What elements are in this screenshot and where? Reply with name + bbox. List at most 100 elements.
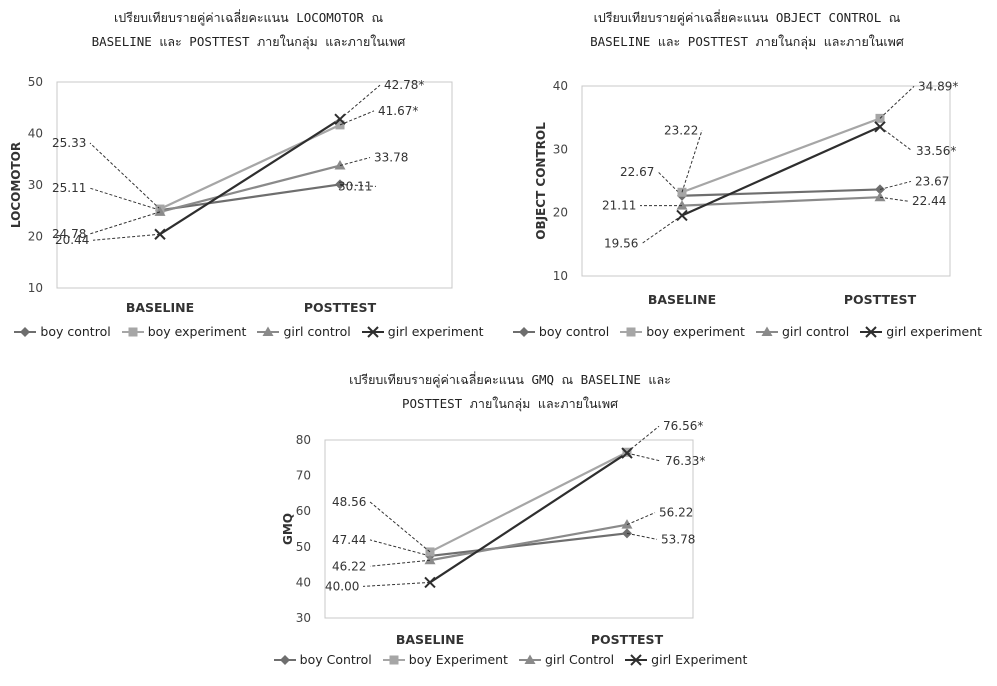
data-label: 33.78	[374, 151, 408, 165]
legend-label: boy Control	[299, 652, 372, 667]
y-tick-label: 50	[28, 75, 43, 89]
x-tick-label-baseline: BASELINE	[648, 292, 716, 307]
y-tick-label: 10	[28, 281, 43, 295]
y-tick-label: 20	[553, 206, 568, 220]
plot-area	[56, 81, 453, 289]
chart-plot: 10 20 30 40 OBJECT CONTROL BASELINE POSTTEST 22…	[534, 79, 958, 307]
y-tick-label: 50	[296, 540, 311, 554]
legend-item-girl-experiment: girl Experiment	[624, 652, 747, 667]
y-axis-label: OBJECT CONTROL	[534, 122, 548, 240]
legend-marker-icon	[389, 655, 399, 664]
data-label: 23.22	[664, 123, 698, 137]
series-girl-control	[429, 523, 628, 562]
series-boy-experiment	[429, 451, 628, 553]
series-points-boy-control: 22.67 23.67	[620, 165, 949, 201]
legend-item-boy-control: boy Control	[273, 652, 372, 667]
series-line	[681, 117, 881, 194]
data-point	[154, 206, 166, 216]
legend-item-girl-control: girl control	[256, 324, 351, 339]
data-label: 48.56	[332, 495, 366, 509]
chart-plot: 30 40 50 60 70 80 GMQ BASELINE POSTTEST 47.44 53.7…	[281, 419, 705, 647]
series-points-boy-experiment: 23.22 34.89*	[664, 79, 958, 197]
chart-title-line-1: เปรียบเทียบรายคู่ค่าเฉลี่ยคะแนน GMQ ณ BA…	[349, 372, 671, 387]
legend-marker-icon	[20, 326, 31, 337]
y-axis-label: LOCOMOTOR	[9, 142, 23, 228]
label-leader-line	[369, 559, 431, 567]
chart-title-line-1: เปรียบเทียบรายคู่ค่าเฉลี่ยคะแนน LOCOMOTO…	[113, 10, 384, 25]
series-boy-control	[681, 188, 881, 197]
data-label: 34.89*	[918, 79, 958, 93]
chart-title-line-2: POSTTEST ภายในกลุ่ม และภายในเพศ	[401, 396, 619, 411]
legend-item-girl-experiment: girl experiment	[361, 324, 484, 339]
legend-item-girl-experiment: girl experiment	[859, 324, 982, 339]
data-label: 25.33	[52, 136, 86, 150]
plot-area	[581, 85, 951, 277]
label-leader-line	[339, 110, 375, 126]
data-label: 47.44	[332, 533, 366, 547]
legend-label: boy Experiment	[408, 652, 508, 667]
label-leader-line	[681, 130, 703, 193]
legend-marker-icon	[262, 326, 274, 336]
legend-swatch-icon	[361, 325, 384, 338]
series-line	[681, 188, 881, 197]
y-tick-label: 30	[296, 611, 311, 625]
label-leader-line	[362, 581, 431, 587]
legend-label: girl experiment	[387, 324, 484, 339]
data-point	[335, 179, 345, 190]
data-point	[621, 447, 633, 459]
series-line	[681, 125, 881, 217]
legend-label: boy experiment	[646, 324, 745, 339]
series-line	[429, 523, 628, 562]
label-leader-line	[626, 532, 658, 540]
series-points-girl-control: 24.78 33.78	[52, 151, 408, 241]
legend-marker-icon	[626, 327, 636, 336]
legend-label: girl control	[283, 324, 351, 339]
series-line	[681, 196, 881, 207]
legend-swatch-icon	[625, 653, 648, 666]
data-point	[335, 120, 345, 130]
data-point	[424, 554, 436, 565]
data-label: 56.22	[659, 506, 693, 520]
data-label: 76.56*	[663, 419, 703, 433]
legend-item-boy-control: boy control	[13, 324, 111, 339]
label-leader-line	[879, 180, 912, 190]
series-boy-control	[429, 532, 628, 558]
label-leader-line	[369, 539, 431, 557]
data-label: 23.67	[915, 174, 949, 188]
legend-marker-icon	[518, 326, 529, 337]
x-tick-label-posttest: POSTTEST	[844, 292, 917, 307]
y-tick-label: 30	[553, 142, 568, 156]
label-leader-line	[626, 512, 656, 526]
series-line	[429, 532, 628, 558]
legend-item-girl-control: girl control	[755, 324, 849, 339]
x-tick-label-posttest: POSTTEST	[304, 300, 377, 315]
series-boy-experiment	[681, 117, 881, 194]
series-line	[159, 118, 341, 236]
chart-locomotor: เปรียบเทียบรายคู่ค่าเฉลี่ยคะแนน LOCOMOTO…	[0, 6, 497, 356]
legend-item-girl-control: girl Control	[518, 652, 614, 667]
legend-item-boy-experiment: boy experiment	[121, 324, 246, 339]
legend-swatch-icon	[14, 326, 37, 337]
series-points-boy-experiment: 25.33 41.67*	[52, 104, 418, 214]
y-tick-label: 20	[28, 230, 43, 244]
legend-swatch-icon	[273, 654, 296, 665]
label-leader-line	[641, 215, 683, 244]
legend-marker-icon	[865, 325, 877, 338]
data-label: 76.33*	[665, 454, 705, 468]
legend-label: girl Experiment	[651, 652, 748, 667]
label-leader-line	[339, 157, 371, 167]
chart-title-line-1: เปรียบเทียบรายคู่ค่าเฉลี่ยคะแนน OBJECT C…	[593, 10, 901, 25]
label-leader-line	[339, 84, 381, 120]
series-points-girl-experiment: 20.44 42.78*	[55, 78, 424, 247]
legend-item-boy-experiment: boy experiment	[619, 324, 745, 339]
chart-plot: 10 20 30 40 50 LOCOMOTOR BASELINE POSTTEST 25.11…	[9, 75, 453, 315]
legend-swatch-icon	[382, 655, 405, 664]
chart-object-control: เปรียบเทียบรายคู่ค่าเฉลี่ยคะแนน OBJECT C…	[497, 6, 997, 356]
data-label: 42.78*	[384, 78, 424, 92]
y-tick-label: 10	[553, 269, 568, 283]
label-leader-line	[879, 126, 913, 152]
legend-item-boy-experiment: boy Experiment	[382, 652, 508, 667]
label-leader-line	[92, 233, 161, 241]
x-tick-label-baseline: BASELINE	[396, 632, 464, 647]
series-girl-experiment	[159, 118, 341, 236]
